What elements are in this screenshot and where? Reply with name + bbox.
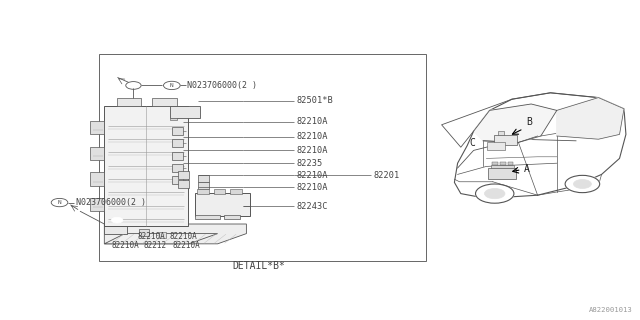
Polygon shape [474, 104, 557, 142]
Bar [172, 139, 183, 147]
Text: B: B [526, 117, 532, 127]
Bar [492, 162, 498, 165]
Text: 82210A: 82210A [297, 132, 328, 141]
Polygon shape [454, 93, 626, 198]
Bar [491, 165, 514, 168]
Bar [195, 193, 250, 216]
Text: N023706000(2 ): N023706000(2 ) [76, 198, 145, 207]
Bar [170, 118, 177, 120]
Bar [224, 215, 240, 219]
Bar [104, 106, 188, 226]
Bar [170, 106, 200, 118]
Text: 82210A: 82210A [173, 241, 200, 250]
Bar [90, 172, 104, 186]
Text: 82210A: 82210A [297, 171, 328, 180]
Text: N: N [170, 83, 173, 88]
Bar [494, 135, 517, 145]
Text: DETAIL*B*: DETAIL*B* [233, 260, 285, 271]
Bar [172, 176, 183, 184]
Bar [159, 232, 166, 238]
Text: N023706000(2 ): N023706000(2 ) [188, 81, 257, 90]
Bar [90, 121, 104, 134]
Bar [214, 189, 225, 194]
Bar [117, 98, 141, 106]
Bar [99, 54, 426, 261]
Text: 82235: 82235 [297, 159, 323, 168]
Text: 82243C: 82243C [297, 202, 328, 211]
Text: 82501*B: 82501*B [297, 96, 333, 105]
Bar [500, 162, 506, 165]
Text: 82210A: 82210A [170, 232, 197, 241]
Text: 82210A: 82210A [297, 183, 328, 192]
Text: 82210A: 82210A [297, 146, 328, 155]
Bar [172, 164, 183, 172]
Text: 82210A: 82210A [297, 117, 328, 126]
Circle shape [565, 175, 600, 193]
Polygon shape [104, 224, 127, 234]
Bar [178, 171, 189, 179]
Polygon shape [557, 98, 624, 139]
Text: 82210A: 82210A [138, 232, 165, 241]
Polygon shape [104, 224, 246, 244]
Bar [198, 175, 209, 182]
Bar [178, 180, 189, 188]
Bar [488, 168, 516, 179]
Bar [198, 182, 209, 189]
Bar [230, 189, 242, 194]
Text: 82212: 82212 [144, 241, 167, 250]
Bar [487, 142, 505, 150]
Bar [90, 198, 104, 211]
Bar [172, 127, 183, 135]
Text: A: A [524, 164, 530, 174]
Circle shape [476, 184, 514, 203]
Bar [197, 189, 209, 194]
Circle shape [484, 188, 505, 199]
Bar [498, 131, 504, 135]
Text: C: C [470, 138, 476, 148]
Circle shape [573, 180, 591, 188]
Circle shape [111, 217, 123, 223]
Bar [139, 229, 149, 236]
Text: 82201: 82201 [374, 171, 400, 180]
Polygon shape [104, 234, 218, 244]
Bar [90, 147, 104, 160]
Bar [172, 152, 183, 160]
Text: 82210A: 82210A [112, 241, 140, 250]
Bar [195, 215, 220, 219]
Text: N: N [58, 200, 61, 205]
Bar [152, 98, 177, 106]
Bar [508, 162, 513, 165]
Text: A822001013: A822001013 [589, 307, 632, 313]
